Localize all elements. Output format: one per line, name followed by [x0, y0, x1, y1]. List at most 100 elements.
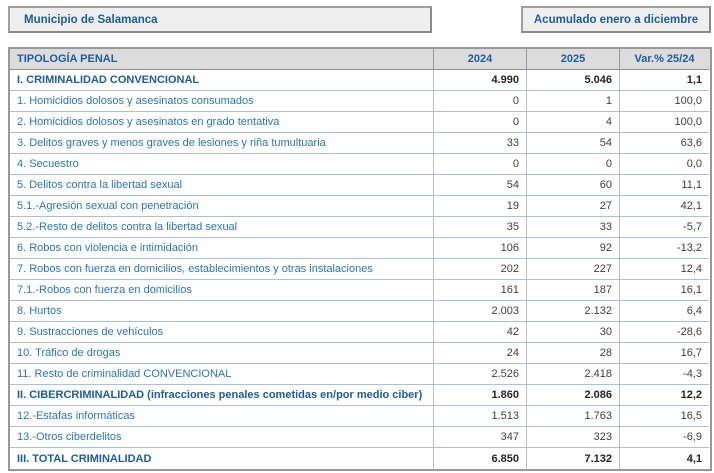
table-row: III. TOTAL CRIMINALIDAD 6.850 7.132 4,1 [10, 448, 710, 469]
table-row: 10. Tráfico de drogas 24 28 16,7 [10, 343, 710, 364]
table-row: 3. Delitos graves y menos graves de lesi… [10, 133, 710, 154]
table-row: 5.2.-Resto de delitos contra la libertad… [10, 217, 710, 238]
value-2025-cell: 27 [526, 196, 619, 217]
tipologia-cell: 7.1.-Robos con fuerza en domicilios [10, 280, 433, 301]
tipologia-cell: 6. Robos con violencia e intimidación [10, 238, 433, 259]
variation-cell: 16,1 [619, 280, 709, 301]
tipologia-cell: 9. Sustracciones de vehículos [10, 322, 433, 343]
variation-cell: 4,1 [619, 448, 709, 469]
tipologia-cell: 3. Delitos graves y menos graves de lesi… [10, 133, 433, 154]
variation-cell: 16,5 [619, 406, 709, 427]
table-row: 6. Robos con violencia e intimidación 106… [10, 238, 710, 259]
variation-cell: 0,0 [619, 154, 709, 175]
municipality-selector[interactable]: Municipio de Salamanca [8, 6, 432, 33]
variation-cell: 1,1 [619, 70, 709, 91]
value-2025-cell: 1.763 [526, 406, 619, 427]
value-2025-cell: 2.086 [526, 385, 619, 406]
tipologia-cell: 7. Robos con fuerza en domicilios, estab… [10, 259, 433, 280]
value-2025-cell: 7.132 [526, 448, 619, 469]
value-2024-cell: 2.526 [433, 364, 526, 385]
value-2024-cell: 42 [433, 322, 526, 343]
value-2024-cell: 19 [433, 196, 526, 217]
value-2025-cell: 30 [526, 322, 619, 343]
table-body: I. CRIMINALIDAD CONVENCIONAL 4.990 5.046 1,… [10, 70, 710, 469]
crime-statistics-table: TIPOLOGÍA PENAL 2024 2025 Var.% 25/24 I.… [8, 47, 712, 471]
value-2025-cell: 54 [526, 133, 619, 154]
variation-cell: 16,7 [619, 343, 709, 364]
tipologia-cell: 5.2.-Resto de delitos contra la libertad… [10, 217, 433, 238]
tipologia-cell: 11. Resto de criminalidad CONVENCIONAL [10, 364, 433, 385]
value-2024-cell: 1.513 [433, 406, 526, 427]
value-2025-cell: 227 [526, 259, 619, 280]
variation-cell: -5,7 [619, 217, 709, 238]
value-2024-cell: 202 [433, 259, 526, 280]
table-row: 2. Homicidios dolosos y asesinatos en gr… [10, 112, 710, 133]
variation-cell: 12,2 [619, 385, 709, 406]
tipologia-cell: 4. Secuestro [10, 154, 433, 175]
value-2024-cell: 1.860 [433, 385, 526, 406]
table-row: 13.-Otros ciberdelitos 347 323 -6,9 [10, 427, 710, 448]
tipologia-cell: 1. Homicidios dolosos y asesinatos consu… [10, 91, 433, 112]
value-2025-cell: 28 [526, 343, 619, 364]
variation-cell: -28,6 [619, 322, 709, 343]
table-row: 8. Hurtos 2.003 2.132 6,4 [10, 301, 710, 322]
table-row: 5. Delitos contra la libertad sexual 54 60… [10, 175, 710, 196]
column-header-2025: 2025 [526, 49, 619, 70]
value-2025-cell: 2.132 [526, 301, 619, 322]
value-2025-cell: 5.046 [526, 70, 619, 91]
column-header-2024: 2024 [433, 49, 526, 70]
value-2025-cell: 92 [526, 238, 619, 259]
table-row: 4. Secuestro 0 0 0,0 [10, 154, 710, 175]
tipologia-cell: 8. Hurtos [10, 301, 433, 322]
value-2024-cell: 0 [433, 91, 526, 112]
value-2025-cell: 1 [526, 91, 619, 112]
tipologia-cell: III. TOTAL CRIMINALIDAD [17, 452, 152, 465]
value-2024-cell: 4.990 [433, 70, 526, 91]
tipologia-cell: 10. Tráfico de drogas [10, 343, 433, 364]
table-row: 11. Resto de criminalidad CONVENCIONAL 2.… [10, 364, 710, 385]
table-row: 7. Robos con fuerza en domicilios, estab… [10, 259, 710, 280]
variation-cell: -6,9 [619, 427, 709, 448]
tipologia-cell: I. CRIMINALIDAD CONVENCIONAL [10, 70, 433, 91]
tipologia-cell: 2. Homicidios dolosos y asesinatos en gr… [10, 112, 433, 133]
value-2024-cell: 54 [433, 175, 526, 196]
variation-cell: 6,4 [619, 301, 709, 322]
value-2025-cell: 323 [526, 427, 619, 448]
variation-cell: 11,1 [619, 175, 709, 196]
value-2025-cell: 2.418 [526, 364, 619, 385]
value-2024-cell: 35 [433, 217, 526, 238]
tipologia-cell: 13.-Otros ciberdelitos [10, 427, 433, 448]
period-label: Acumulado enero a diciembre [533, 13, 699, 26]
value-2024-cell: 347 [433, 427, 526, 448]
table-header-row: TIPOLOGÍA PENAL 2024 2025 Var.% 25/24 [10, 49, 710, 70]
value-2024-cell: 106 [433, 238, 526, 259]
table-row: II. CIBERCRIMINALIDAD (infracciones pena… [10, 385, 710, 406]
tipologia-cell: 5.1.-Agresión sexual con penetración [10, 196, 433, 217]
variation-cell: -4,3 [619, 364, 709, 385]
tipologia-cell: II. CIBERCRIMINALIDAD (infracciones pena… [10, 385, 433, 406]
municipality-label: Municipio de Salamanca [24, 13, 158, 26]
variation-cell: 42,1 [619, 196, 709, 217]
value-2025-cell: 4 [526, 112, 619, 133]
table-row: I. CRIMINALIDAD CONVENCIONAL 4.990 5.046 1,… [10, 70, 710, 91]
value-2024-cell: 2.003 [433, 301, 526, 322]
tipologia-cell: 5. Delitos contra la libertad sexual [10, 175, 433, 196]
variation-cell: 12,4 [619, 259, 709, 280]
value-2024-cell: 6.850 [433, 448, 526, 469]
variation-cell: 100,0 [619, 112, 709, 133]
table-row: 12.-Estafas informáticas 1.513 1.763 16,5 [10, 406, 710, 427]
variation-cell: -13,2 [619, 238, 709, 259]
tipologia-cell: 12.-Estafas informáticas [10, 406, 433, 427]
variation-cell: 63,6 [619, 133, 709, 154]
value-2025-cell: 60 [526, 175, 619, 196]
column-header-tipologia: TIPOLOGÍA PENAL [10, 49, 433, 70]
variation-cell: 100,0 [619, 91, 709, 112]
period-selector[interactable]: Acumulado enero a diciembre [521, 6, 711, 33]
value-2024-cell: 161 [433, 280, 526, 301]
value-2024-cell: 0 [433, 154, 526, 175]
table-row: 7.1.-Robos con fuerza en domicilios 161 18… [10, 280, 710, 301]
table-row: 5.1.-Agresión sexual con penetración 19 27… [10, 196, 710, 217]
table-row: 1. Homicidios dolosos y asesinatos consu… [10, 91, 710, 112]
value-2024-cell: 24 [433, 343, 526, 364]
value-2025-cell: 33 [526, 217, 619, 238]
